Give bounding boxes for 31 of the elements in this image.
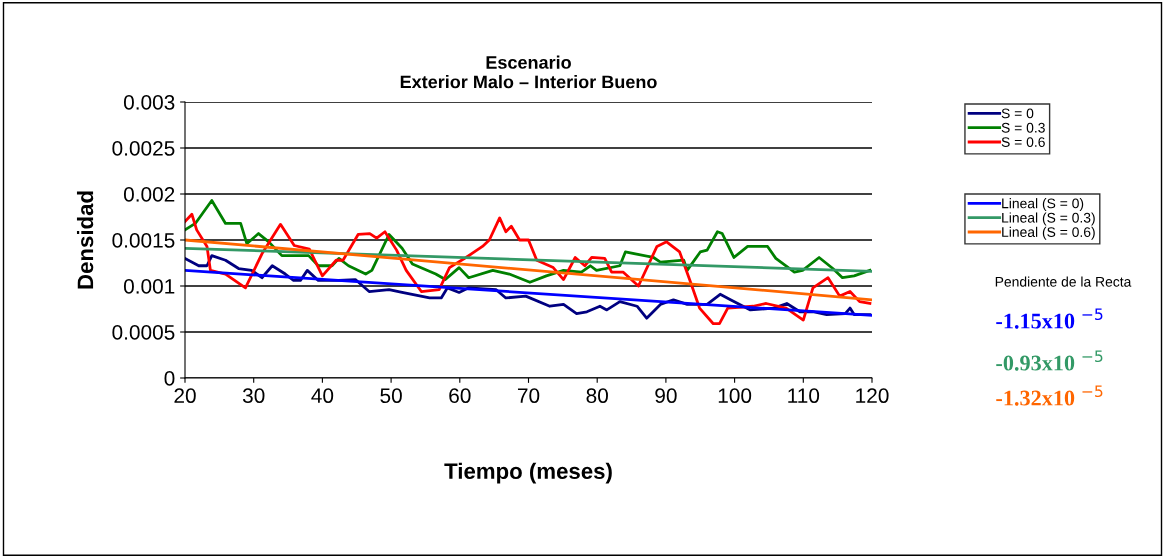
- y-tick-label: 0.0005: [112, 325, 175, 340]
- text: -1.32x10 $^{−5}$: [996, 385, 1103, 406]
- x-tick-label: 80: [586, 388, 608, 404]
- x-axis-title: Tiempo (meses): [444, 462, 612, 484]
- x-tick-label: 90: [655, 388, 677, 404]
- x-tick-label: 30: [242, 388, 265, 404]
- y-tick-label: 0.002: [123, 187, 175, 202]
- text: Pendiente de la Recta: [995, 276, 1132, 287]
- legend-label: S = 0: [1001, 108, 1034, 119]
- chart-title: Escenario Exterior Malo – Interior Bueno: [400, 55, 657, 89]
- x-tick-label: 20: [174, 388, 196, 404]
- text: -0.93x10 $^{−5}$: [996, 350, 1103, 371]
- legend-label: Lineal (S = 0): [1002, 198, 1084, 212]
- x-tick-label: 110: [788, 388, 820, 404]
- y-tick-label: 0: [164, 371, 175, 386]
- x-tick-label: 100: [718, 388, 752, 404]
- y-axis-title: Densidad: [76, 191, 94, 289]
- text: -1.15x10 $^{−5}$: [996, 308, 1103, 329]
- x-tick-label: 50: [380, 388, 402, 404]
- x-tick-label: 120: [856, 388, 889, 404]
- y-tick-label: 0.0015: [112, 233, 175, 248]
- y-tick-label: 0.001: [123, 279, 175, 294]
- y-tick-label: 0.0025: [112, 141, 175, 156]
- legend-label: S = 0.3: [1001, 122, 1045, 133]
- x-tick-label: 70: [517, 388, 540, 404]
- legend-label: Lineal (S = 0.3): [1002, 212, 1095, 226]
- legend-label: Lineal (S = 0.6): [1002, 226, 1095, 240]
- y-tick-label: 0.003: [123, 95, 175, 110]
- x-tick-label: 60: [449, 388, 471, 404]
- legend-label: S = 0.6: [1001, 137, 1045, 147]
- x-tick-label: 40: [311, 388, 334, 404]
